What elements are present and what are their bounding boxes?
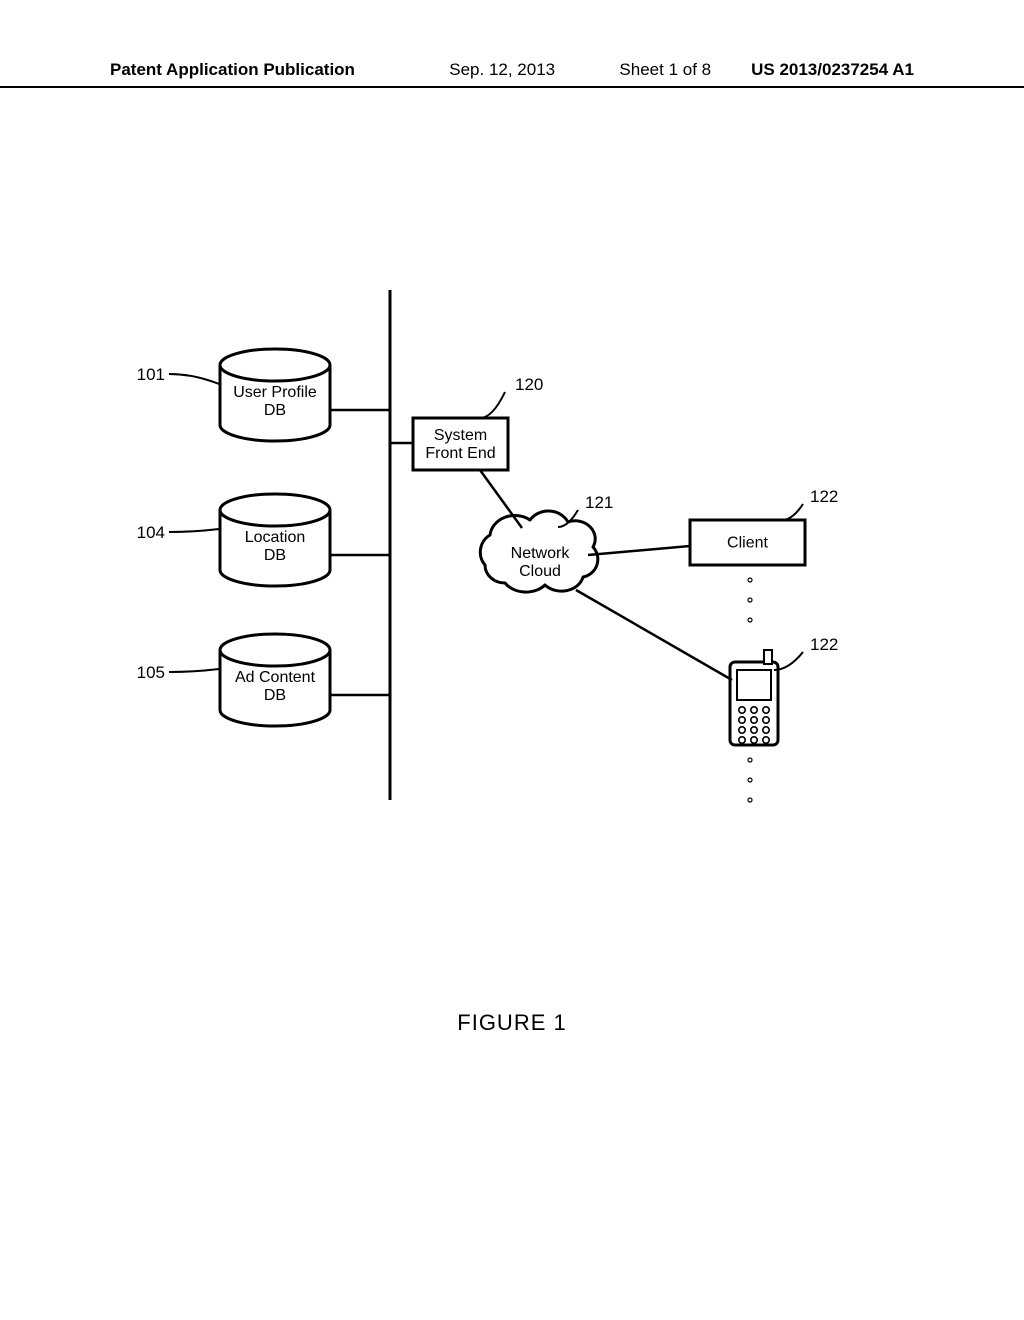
svg-text:DB: DB	[264, 547, 286, 564]
header-date: Sep. 12, 2013	[355, 60, 619, 80]
header-sheet: Sheet 1 of 8	[619, 60, 751, 80]
header-publication: Patent Application Publication	[0, 60, 355, 80]
svg-text:Ad Content: Ad Content	[235, 669, 316, 686]
figure-caption: FIGURE 1	[0, 1010, 1024, 1036]
svg-text:104: 104	[137, 523, 165, 542]
svg-text:122: 122	[810, 487, 838, 506]
svg-text:Client: Client	[727, 535, 768, 552]
svg-text:Cloud: Cloud	[519, 563, 561, 580]
svg-text:DB: DB	[264, 402, 286, 419]
svg-text:Network: Network	[511, 545, 571, 562]
header-pubno: US 2013/0237254 A1	[751, 60, 1024, 80]
svg-text:122: 122	[810, 635, 838, 654]
svg-text:System: System	[434, 427, 487, 444]
svg-text:121: 121	[585, 493, 613, 512]
svg-text:120: 120	[515, 375, 543, 394]
svg-text:DB: DB	[264, 687, 286, 704]
svg-text:105: 105	[137, 663, 165, 682]
svg-text:101: 101	[137, 365, 165, 384]
page-header: Patent Application Publication Sep. 12, …	[0, 60, 1024, 88]
svg-text:Front End: Front End	[425, 445, 495, 462]
svg-text:Location: Location	[245, 529, 306, 546]
system-diagram: User ProfileDB101LocationDB104Ad Content…	[110, 280, 910, 900]
svg-text:User Profile: User Profile	[233, 384, 317, 401]
